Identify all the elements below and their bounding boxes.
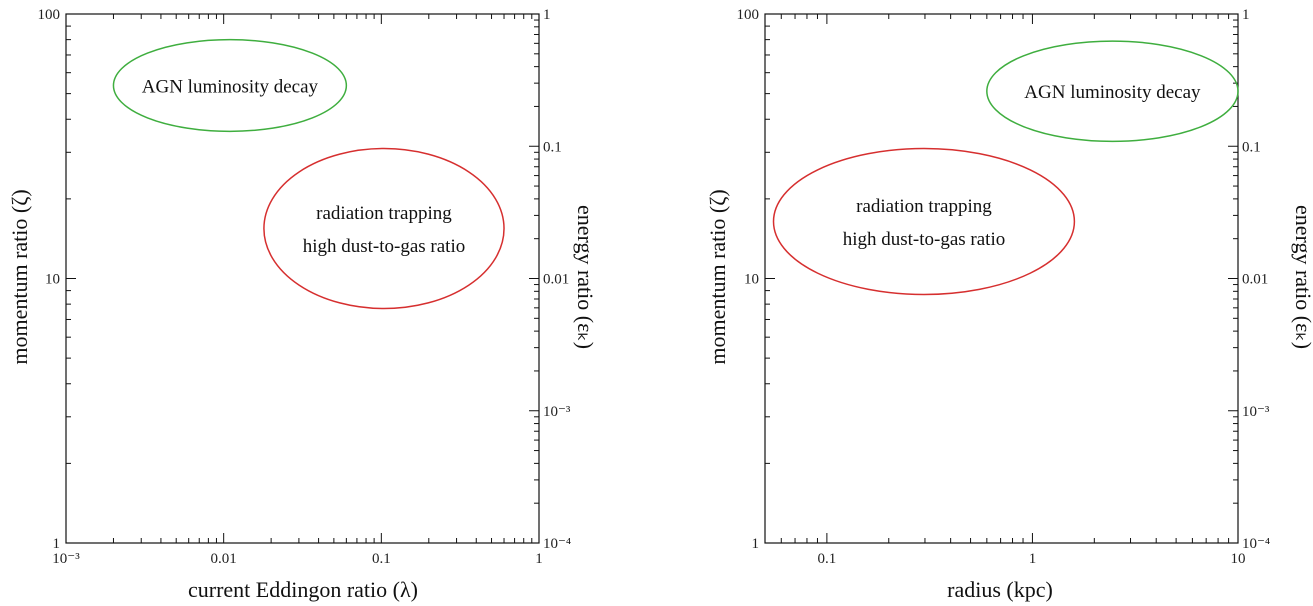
right-chart-annotation-text-0: AGN luminosity decay bbox=[1024, 82, 1201, 103]
left-chart-y2label: energy ratio (εₖ) bbox=[573, 205, 598, 349]
left-chart-y2-tick-label: 10⁻⁴ bbox=[543, 536, 571, 552]
right-chart-y2-tick-label: 0.1 bbox=[1242, 139, 1261, 155]
left-chart-annotation-text-1: radiation trapping bbox=[316, 203, 452, 224]
left-chart-y2-tick-label: 0.1 bbox=[543, 139, 562, 155]
right-chart-y-tick-label: 100 bbox=[737, 7, 760, 23]
left-chart-y-tick-label: 1 bbox=[53, 536, 61, 552]
right-chart-xlabel: radius (kpc) bbox=[947, 577, 1053, 602]
right-chart-y2-tick-label: 10⁻³ bbox=[1242, 404, 1270, 420]
left-chart-y2-tick-label: 1 bbox=[543, 7, 551, 23]
left-chart-x-tick-label: 0.01 bbox=[211, 551, 237, 567]
right-chart-x-tick-label: 1 bbox=[1029, 551, 1037, 567]
right-chart-ylabel: momentum ratio (ζ) bbox=[705, 189, 730, 364]
right-chart-y-tick-label: 1 bbox=[752, 536, 760, 552]
right-chart-annotation-ellipse-0 bbox=[986, 40, 1239, 143]
right-chart-x-tick-label: 0.1 bbox=[818, 551, 837, 567]
right-chart-panel: radius (kpc) momentum ratio (ζ) energy r… bbox=[705, 7, 1313, 602]
right-chart-y2-tick-label: 0.01 bbox=[1242, 272, 1268, 288]
left-chart-x-tick-label: 10⁻³ bbox=[52, 551, 80, 567]
left-chart-ylabel: momentum ratio (ζ) bbox=[7, 189, 32, 364]
left-chart-x-tick-label: 1 bbox=[535, 551, 543, 567]
right-chart-annotation-ellipse-1 bbox=[772, 147, 1076, 296]
left-chart-annotation-ellipse-1 bbox=[263, 147, 505, 310]
right-chart-annotation-text-1: radiation trapping bbox=[856, 196, 992, 217]
left-chart-y-tick-label: 10 bbox=[45, 272, 60, 288]
left-chart-annotation-text-1: high dust-to-gas ratio bbox=[303, 236, 466, 257]
left-chart-x-tick-label: 0.1 bbox=[372, 551, 391, 567]
right-chart-annotation-text-1: high dust-to-gas ratio bbox=[843, 229, 1006, 250]
left-chart-panel: current Eddingon ratio (λ) momentum rati… bbox=[7, 7, 598, 602]
left-chart-annotation-text-0: AGN luminosity decay bbox=[142, 76, 319, 97]
right-chart-y2label: energy ratio (εₖ) bbox=[1291, 205, 1313, 349]
right-chart-y2-tick-label: 10⁻⁴ bbox=[1242, 536, 1270, 552]
left-chart-y2-tick-label: 0.01 bbox=[543, 272, 569, 288]
right-chart-x-tick-label: 10 bbox=[1231, 551, 1246, 567]
left-chart-xlabel: current Eddingon ratio (λ) bbox=[188, 577, 418, 602]
right-chart-y-tick-label: 10 bbox=[744, 272, 759, 288]
left-chart-y-tick-label: 100 bbox=[38, 7, 61, 23]
left-chart-annotation-ellipse-0 bbox=[112, 38, 348, 133]
right-chart-y2-tick-label: 1 bbox=[1242, 7, 1250, 23]
left-chart-y2-tick-label: 10⁻³ bbox=[543, 404, 571, 420]
